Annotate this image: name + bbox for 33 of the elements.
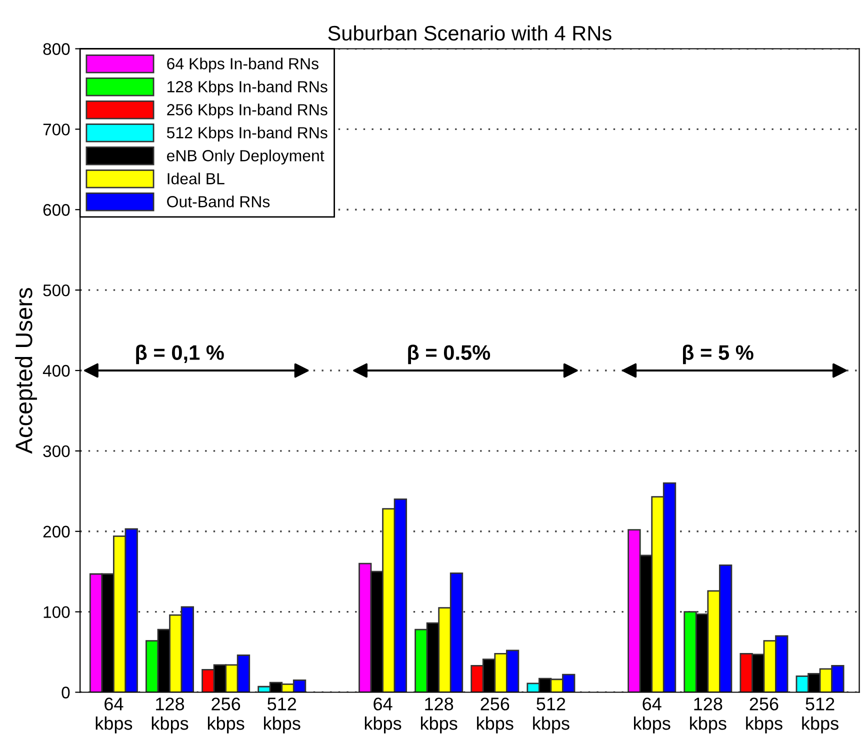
legend-label: Ideal BL xyxy=(168,172,224,184)
x-tick-label: 64 kbps xyxy=(364,698,402,734)
annotation: β = 0,1 % xyxy=(136,344,224,364)
x-tick-label: 512 kbps xyxy=(264,698,300,734)
x-tick-label: 128 kbps xyxy=(690,698,726,734)
y-tick-label: 600 xyxy=(43,204,70,216)
y-tick-label: 800 xyxy=(43,43,70,55)
y-tick-label: 700 xyxy=(43,124,70,136)
y-tick-label: 500 xyxy=(43,284,70,296)
y-tick-label: 300 xyxy=(43,445,70,458)
x-tick-label: 256 kbps xyxy=(477,698,514,734)
y-tick-label: 100 xyxy=(44,606,70,618)
x-tick-label: 64 kbps xyxy=(96,698,132,734)
y-tick-label: 400 xyxy=(42,364,70,377)
annotation: β = 5 % xyxy=(683,344,754,364)
x-tick-label: 256 kbps xyxy=(208,698,244,734)
legend-label: Out-Band RNs xyxy=(167,196,270,208)
legend-label: 64 Kbps In-band RNs xyxy=(167,58,318,73)
legend-label: 256 Kbps In-band RNs xyxy=(167,104,328,119)
legend-label: 512 Kbps In-band RNs xyxy=(166,126,328,142)
legend-label: eNB Only Deployment xyxy=(167,150,324,165)
x-tick-label: 256 kbps xyxy=(746,698,782,734)
x-tick-label: 64 kbps xyxy=(634,698,670,734)
y-axis-title: Accepted Users xyxy=(14,288,37,454)
x-tick-label: 128 kbps xyxy=(152,698,188,734)
x-tick-label: 512 kbps xyxy=(533,698,570,734)
legend-label: 128 Kbps In-band RNs xyxy=(168,80,328,96)
x-tick-label: 512 kbps xyxy=(802,698,838,734)
annotation: β = 0.5% xyxy=(408,344,490,364)
y-tick-label: 200 xyxy=(43,526,70,538)
chart-title: Suburban Scenario with 4 RNs xyxy=(328,25,612,41)
y-tick-label: 0 xyxy=(62,686,70,698)
x-tick-label: 128 kbps xyxy=(420,698,458,734)
